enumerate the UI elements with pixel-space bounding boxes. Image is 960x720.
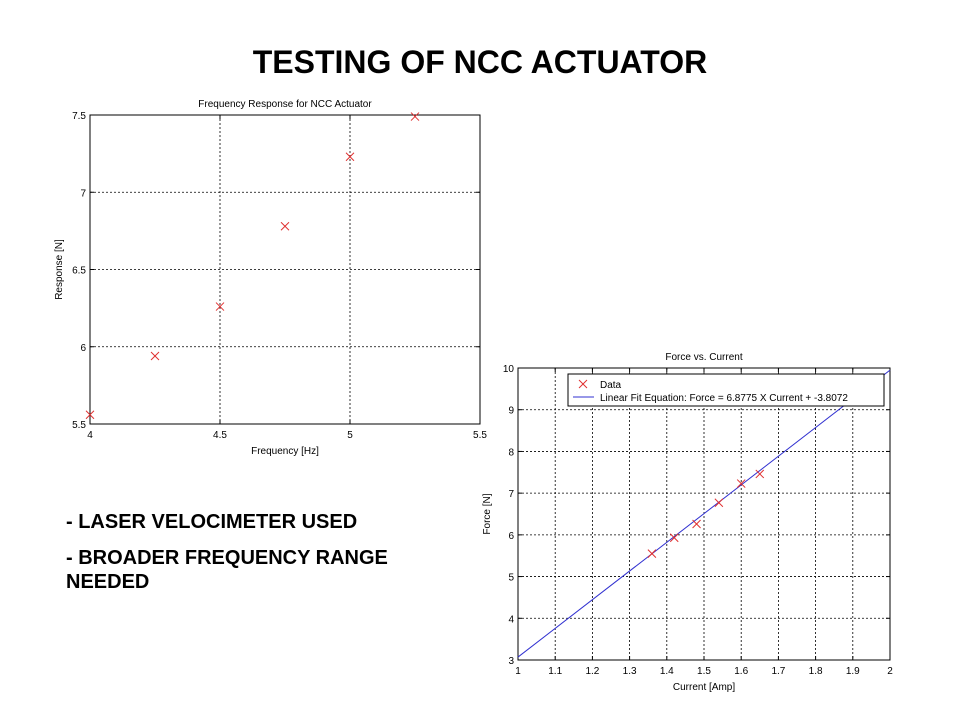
y-tick-label: 4	[508, 614, 514, 625]
data-point	[736, 479, 746, 488]
data-point	[647, 549, 657, 558]
x-tick-label: 1.7	[771, 666, 785, 677]
x-tick-label: 4.5	[213, 430, 227, 441]
x-tick-label: 1	[515, 666, 521, 677]
x-axis-label: Current [Amp]	[673, 682, 735, 693]
data-point	[85, 410, 95, 420]
data-point	[150, 351, 160, 361]
chart-title: Force vs. Current	[665, 352, 742, 363]
y-tick-label: 9	[508, 406, 514, 417]
data-point	[669, 533, 679, 543]
data-point	[345, 152, 355, 162]
y-tick-label: 6	[508, 531, 514, 542]
data-point	[714, 498, 724, 508]
x-tick-label: 5	[347, 430, 353, 441]
x-tick-label: 2	[887, 666, 893, 677]
y-tick-label: 6	[80, 343, 86, 354]
y-tick-label: 7	[80, 188, 86, 199]
x-axis-label: Frequency [Hz]	[251, 446, 319, 457]
y-tick-label: 6.5	[72, 266, 86, 277]
y-tick-label: 8	[508, 447, 514, 458]
x-tick-label: 1.3	[623, 666, 637, 677]
x-tick-label: 4	[87, 430, 93, 441]
y-axis-label: Response [N]	[54, 239, 65, 300]
fit-line	[517, 369, 891, 658]
bullet-item: - LASER VELOCIMETER USED	[66, 511, 358, 533]
x-tick-label: 1.5	[697, 666, 711, 677]
y-tick-label: 10	[503, 364, 515, 375]
y-tick-label: 3	[508, 656, 514, 667]
x-tick-label: 1.4	[660, 666, 674, 677]
x-tick-label: 1.8	[809, 666, 823, 677]
data-point	[410, 112, 420, 121]
bullet-item: - BROADER FREQUENCY RANGE NEEDED	[66, 547, 388, 593]
bullet-list: - LASER VELOCIMETER USED - BROADER FREQU…	[66, 510, 446, 606]
y-tick-label: 7	[508, 489, 514, 500]
x-tick-label: 1.2	[585, 666, 599, 677]
data-point	[280, 221, 290, 231]
y-tick-label: 7.5	[72, 111, 86, 122]
x-tick-label: 5.5	[473, 430, 487, 441]
y-tick-label: 5	[508, 573, 514, 584]
legend-marker-data	[578, 379, 588, 389]
data-point	[755, 469, 765, 479]
x-tick-label: 1.9	[846, 666, 860, 677]
x-tick-label: 1.6	[734, 666, 748, 677]
legend	[567, 373, 885, 407]
data-point	[692, 519, 701, 529]
x-tick-label: 1.1	[548, 666, 562, 677]
slide-title: TESTING OF NCC ACTUATOR	[252, 44, 708, 80]
y-tick-label: 5.5	[72, 420, 86, 431]
legend-label-fit: Linear Fit Equation: Force = 6.8775 X Cu…	[600, 393, 848, 404]
legend-label-data: Data	[600, 380, 622, 391]
chart-title: Frequency Response for NCC Actuator	[198, 99, 372, 110]
data-point	[215, 302, 225, 311]
y-axis-label: Force [N]	[482, 493, 493, 534]
